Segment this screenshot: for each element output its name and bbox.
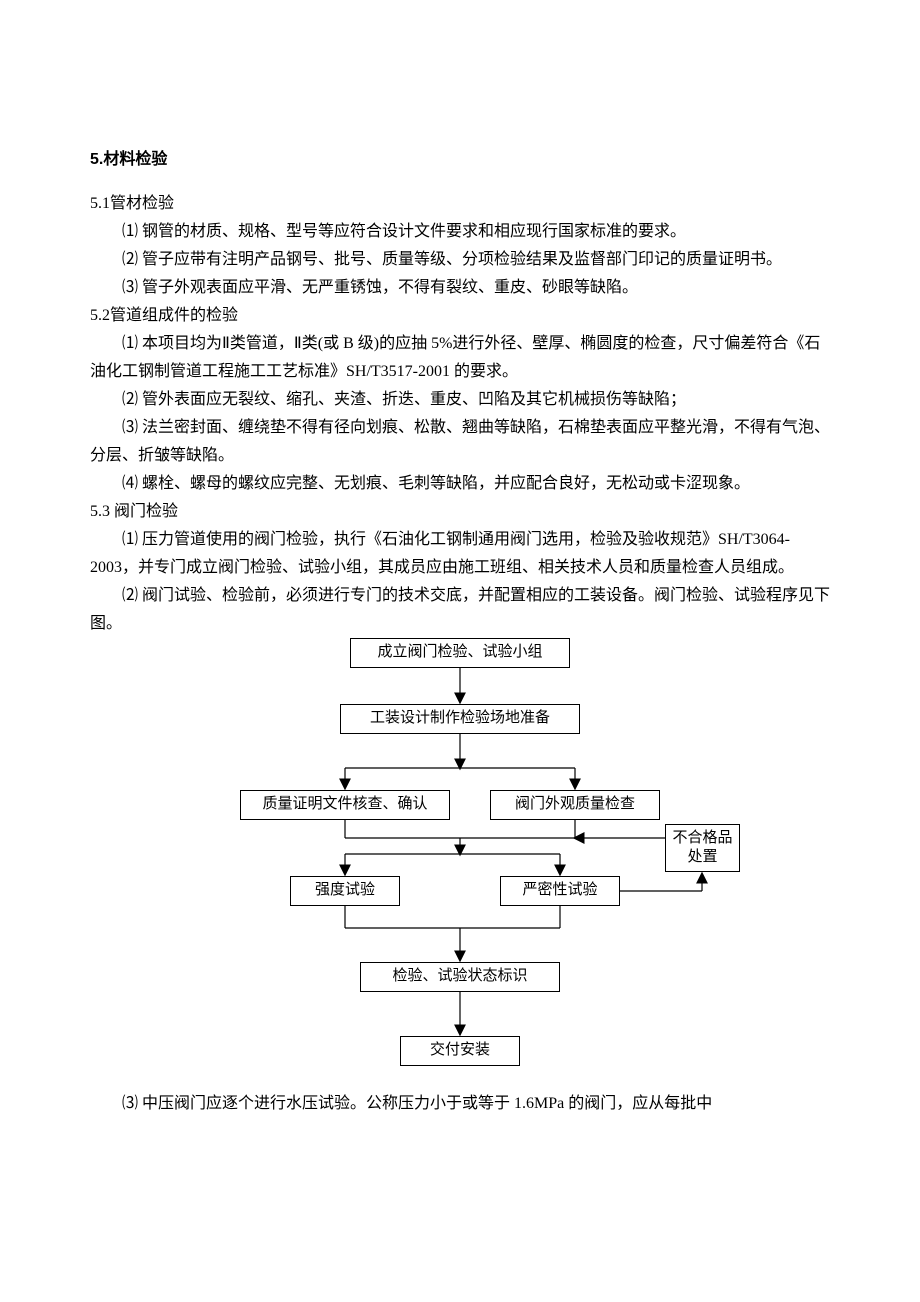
- subsection-5-3-title: 5.3 阀门检验: [90, 498, 830, 526]
- body-text: ⑷ 螺栓、螺母的螺纹应完整、无划痕、毛刺等缺陷，并应配合良好，无松动或卡涩现象。: [90, 470, 830, 498]
- flow-node-prepare-site: 工装设计制作检验场地准备: [340, 704, 580, 734]
- flow-node-status-mark: 检验、试验状态标识: [360, 962, 560, 992]
- body-text: ⑴ 本项目均为Ⅱ类管道，Ⅱ类(或 B 级)的应抽 5%进行外径、壁厚、椭圆度的检…: [90, 330, 830, 386]
- flow-node-nonconforming: 不合格品处置: [665, 824, 740, 872]
- body-text: ⑶ 管子外观表面应平滑、无严重锈蚀，不得有裂纹、重皮、砂眼等缺陷。: [90, 274, 830, 302]
- flow-node-tightness-test: 严密性试验: [500, 876, 620, 906]
- body-text: ⑵ 阀门试验、检验前，必须进行专门的技术交底，并配置相应的工装设备。阀门检验、试…: [90, 582, 830, 638]
- subsection-5-1-title: 5.1管材检验: [90, 190, 830, 218]
- flow-node-deliver: 交付安装: [400, 1036, 520, 1066]
- flow-node-strength-test: 强度试验: [290, 876, 400, 906]
- body-text: ⑶ 中压阀门应逐个进行水压试验。公称压力小于或等于 1.6MPa 的阀门，应从每…: [90, 1090, 830, 1118]
- body-text: ⑴ 压力管道使用的阀门检验，执行《石油化工钢制通用阀门选用，检验及验收规范》SH…: [90, 526, 830, 582]
- flow-node-setup-team: 成立阀门检验、试验小组: [350, 638, 570, 668]
- flow-node-doc-check: 质量证明文件核查、确认: [240, 790, 450, 820]
- document-page: 5.材料检验 5.1管材检验 ⑴ 钢管的材质、规格、型号等应符合设计文件要求和相…: [0, 0, 920, 1158]
- valve-inspection-flowchart: 成立阀门检验、试验小组 工装设计制作检验场地准备 质量证明文件核查、确认 阀门外…: [180, 638, 740, 1078]
- body-text: ⑴ 钢管的材质、规格、型号等应符合设计文件要求和相应现行国家标准的要求。: [90, 218, 830, 246]
- body-text: ⑵ 管外表面应无裂纹、缩孔、夹渣、折迭、重皮、凹陷及其它机械损伤等缺陷；: [90, 386, 830, 414]
- section-heading: 5.材料检验: [90, 146, 830, 174]
- flow-node-visual-check: 阀门外观质量检查: [490, 790, 660, 820]
- body-text: ⑵ 管子应带有注明产品钢号、批号、质量等级、分项检验结果及监督部门印记的质量证明…: [90, 246, 830, 274]
- body-text: ⑶ 法兰密封面、缠绕垫不得有径向划痕、松散、翘曲等缺陷，石棉垫表面应平整光滑，不…: [90, 414, 830, 470]
- subsection-5-2-title: 5.2管道组成件的检验: [90, 302, 830, 330]
